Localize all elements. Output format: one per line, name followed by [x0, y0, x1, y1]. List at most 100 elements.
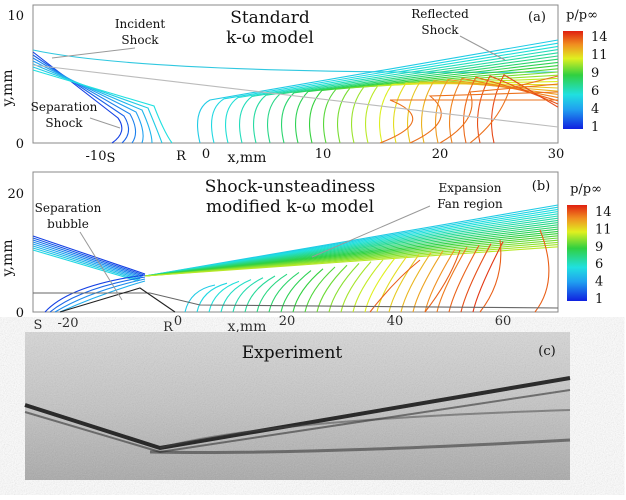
contour-reflected — [435, 79, 559, 144]
contour-line — [424, 249, 461, 313]
contour-expansion — [244, 275, 276, 313]
annotation-sep-2: Shock — [45, 116, 83, 130]
contour-reflected — [379, 81, 559, 144]
marker-r-a: R — [176, 149, 187, 164]
contour-expansion — [184, 284, 216, 313]
xtick-b: -20 — [58, 316, 79, 331]
colorbar-tick: 11 — [595, 222, 612, 237]
contour-reflected — [365, 77, 559, 144]
marker-s-a: S — [107, 151, 116, 166]
contour-expansion — [400, 252, 432, 313]
contour-expansion — [376, 255, 408, 313]
contour-reflected — [351, 74, 559, 144]
contour-reflected — [253, 52, 559, 144]
colorbar-tick: 6 — [591, 84, 599, 99]
contour-bubble — [49, 276, 146, 313]
contour-reflected — [491, 74, 559, 144]
contour-line — [439, 83, 559, 144]
contour-expansion — [424, 248, 456, 313]
panel-label-c: (c) — [538, 344, 555, 359]
contour-expansion — [328, 263, 360, 313]
xtick-a: 20 — [432, 147, 449, 162]
xtick-a: 10 — [315, 147, 332, 162]
contour-expansion — [196, 282, 228, 313]
arrow-incident — [51, 47, 136, 59]
title-a-line2: k-ω model — [226, 28, 314, 48]
contour-reflected — [239, 49, 559, 144]
contour-expansion — [352, 259, 384, 313]
image-texture — [25, 332, 570, 480]
colorbar-tick: 14 — [591, 30, 608, 45]
contour-bubble — [59, 280, 146, 313]
contour-expansion — [268, 271, 300, 313]
colorbar-tick: 6 — [595, 257, 603, 272]
panel-b: Shock-unsteadiness modified k-ω model (b… — [0, 171, 612, 335]
colorbar-tick: 4 — [591, 102, 599, 117]
bubble-outline — [59, 287, 176, 313]
ytick-b: 20 — [7, 187, 24, 202]
contour-expansion — [316, 264, 348, 313]
xtick-b: 60 — [495, 314, 512, 329]
contour-line — [409, 91, 559, 144]
xtick-b: 40 — [387, 314, 404, 329]
contour-incident — [32, 235, 146, 275]
colorbar-tick: 9 — [595, 240, 603, 255]
contour-incident — [32, 249, 139, 282]
panel-label-b: (b) — [532, 179, 550, 194]
contour-expansion — [220, 279, 252, 313]
contour-incident — [32, 57, 137, 144]
ytick-a: 0 — [16, 137, 24, 152]
contour-incident — [32, 243, 142, 279]
contour-incident — [32, 237, 145, 276]
colorbar-a — [563, 31, 583, 129]
annotation-fan-1: Expansion — [438, 181, 501, 195]
title-b-line1: Shock-unsteadiness — [205, 177, 376, 197]
contour-reflected — [463, 76, 559, 144]
marker-s-b: S — [34, 318, 43, 333]
annotation-sep-1: Separation — [31, 100, 98, 114]
ytick-b: 0 — [16, 306, 24, 321]
contour-reflected — [281, 58, 559, 144]
contour-reflected — [407, 81, 559, 144]
contour-expansion — [412, 250, 444, 313]
arrow-bubble — [79, 231, 123, 301]
contour-expansion — [256, 273, 288, 313]
panel-c-experiment: Experiment (c) — [24, 332, 571, 480]
panel-label-a: (a) — [528, 10, 546, 25]
contour-incident — [32, 239, 144, 277]
contour-reflected — [323, 68, 559, 144]
contour-incident — [32, 241, 143, 278]
contours-b — [32, 204, 559, 313]
arrow-reflected — [459, 35, 506, 61]
contour-expansion — [292, 268, 324, 313]
contour-reflected — [421, 80, 559, 144]
contour-reflected — [295, 61, 559, 144]
contour-line — [379, 99, 558, 144]
colorbar-tick: 14 — [595, 205, 612, 220]
contour-expansion — [436, 246, 468, 313]
contour-fan — [144, 246, 559, 277]
contour-incident — [32, 54, 130, 144]
contour-incident — [32, 245, 141, 280]
contour-expansion — [340, 261, 372, 313]
contour-expansion — [232, 277, 264, 313]
contour-incident — [32, 63, 153, 144]
contour-line — [479, 239, 502, 313]
contour-expansion — [280, 270, 312, 313]
contour-incident — [32, 66, 163, 144]
contour-reflected — [225, 45, 559, 144]
colorbar-tick: 1 — [595, 292, 603, 307]
contour-reflected — [211, 42, 559, 144]
xtick-a: -10 — [86, 149, 107, 164]
contour-line — [469, 75, 559, 144]
contour-expansion — [388, 254, 420, 313]
arrow-fan — [311, 205, 431, 258]
contour-incident — [32, 247, 140, 281]
contour-expansion — [304, 266, 336, 313]
contour-incident — [32, 51, 123, 144]
contour-line — [534, 229, 550, 313]
xlabel-b: x,mm — [228, 319, 267, 335]
colorbar-label-b: p/p∞ — [570, 182, 602, 197]
